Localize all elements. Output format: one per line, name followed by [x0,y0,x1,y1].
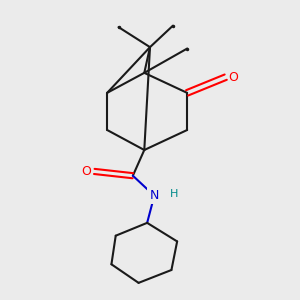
Text: O: O [229,70,238,84]
Text: O: O [82,165,92,178]
Text: N: N [150,189,159,202]
Text: H: H [170,189,178,199]
